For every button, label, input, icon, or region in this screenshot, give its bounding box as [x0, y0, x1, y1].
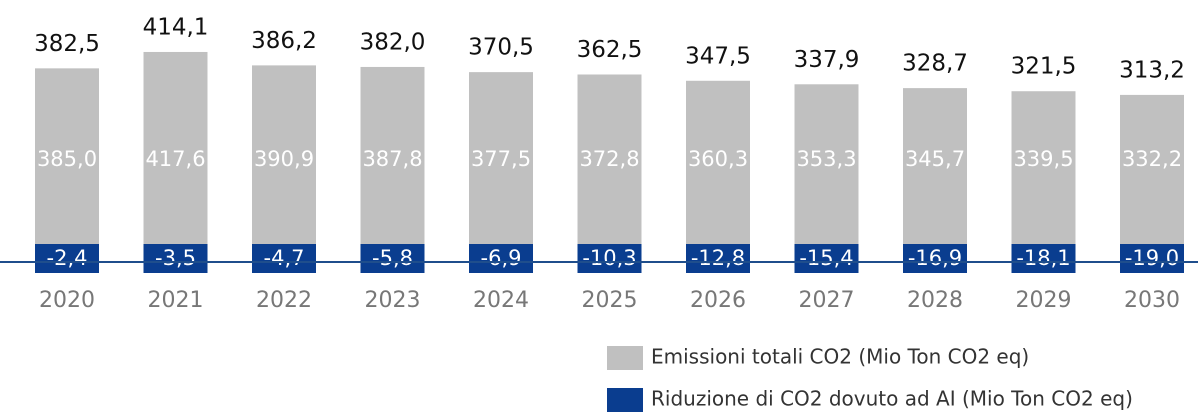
total-label: 414,1 — [143, 14, 209, 40]
total-label: 382,0 — [360, 29, 426, 55]
value-label-box — [35, 244, 99, 273]
value-label: -12,8 — [691, 246, 745, 270]
value-label-box — [577, 244, 642, 273]
value-label: -16,9 — [908, 246, 962, 270]
total-label: 382,5 — [34, 31, 100, 57]
value-label-box — [1120, 244, 1184, 273]
value-label: 353,3 — [796, 147, 856, 171]
value-label-box — [252, 244, 316, 273]
total-label: 347,5 — [685, 43, 751, 69]
bar — [35, 68, 99, 262]
total-label: 313,2 — [1119, 57, 1185, 83]
bar — [1011, 91, 1076, 262]
bar — [903, 88, 967, 262]
x-tick-label: 2024 — [473, 288, 529, 313]
value-label-box — [1011, 244, 1076, 273]
value-label: -18,1 — [1016, 246, 1070, 270]
value-label-box — [903, 244, 967, 273]
value-label: 339,5 — [1013, 147, 1073, 171]
total-label: 328,7 — [902, 51, 968, 77]
value-label: -6,9 — [481, 246, 522, 270]
value-label: -4,7 — [264, 246, 305, 270]
total-label: 386,2 — [251, 28, 317, 54]
x-tick-label: 2023 — [365, 288, 421, 313]
bar — [686, 80, 750, 262]
value-label: -3,5 — [155, 246, 196, 270]
value-label-box — [143, 244, 208, 273]
value-label: -10,3 — [582, 246, 636, 270]
value-label: 385,0 — [37, 147, 97, 171]
legend-label: Riduzione di CO2 dovuto ad AI (Mio Ton C… — [651, 387, 1133, 411]
value-label: 345,7 — [905, 147, 965, 171]
value-label-box — [469, 244, 533, 273]
value-label: -5,8 — [372, 246, 413, 270]
x-tick-label: 2021 — [148, 288, 204, 313]
bar — [577, 74, 642, 262]
value-label: 332,2 — [1122, 147, 1182, 171]
legend-label: Emissioni totali CO2 (Mio Ton CO2 eq) — [651, 345, 1029, 369]
total-label: 362,5 — [577, 37, 643, 63]
value-label: 387,8 — [362, 147, 422, 171]
bar — [360, 66, 425, 262]
x-tick-label: 2029 — [1016, 288, 1072, 313]
value-label: -2,4 — [47, 246, 88, 270]
total-label: 321,5 — [1011, 54, 1077, 80]
value-label: 360,3 — [688, 147, 748, 171]
legend-swatch — [607, 346, 643, 370]
value-label-box — [686, 244, 750, 273]
value-label: 390,9 — [254, 147, 314, 171]
x-tick-label: 2030 — [1124, 288, 1180, 313]
x-tick-label: 2028 — [907, 288, 963, 313]
value-label: 372,8 — [579, 147, 639, 171]
bar — [1120, 94, 1184, 262]
x-tick-label: 2020 — [39, 288, 95, 313]
value-label-box — [360, 244, 425, 273]
value-label: 377,5 — [471, 147, 531, 171]
x-tick-label: 2027 — [799, 288, 855, 313]
x-tick-label: 2025 — [582, 288, 638, 313]
bar — [794, 84, 859, 262]
value-label: -19,0 — [1125, 246, 1179, 270]
x-tick-label: 2026 — [690, 288, 746, 313]
total-label: 370,5 — [468, 35, 534, 61]
total-label: 337,9 — [794, 47, 860, 73]
legend-swatch — [607, 388, 643, 412]
value-label: -15,4 — [799, 246, 853, 270]
bar — [252, 65, 316, 262]
value-label: 417,6 — [145, 147, 205, 171]
bar — [143, 51, 208, 262]
value-label-box — [794, 244, 859, 273]
bar — [469, 72, 533, 262]
x-tick-label: 2022 — [256, 288, 312, 313]
